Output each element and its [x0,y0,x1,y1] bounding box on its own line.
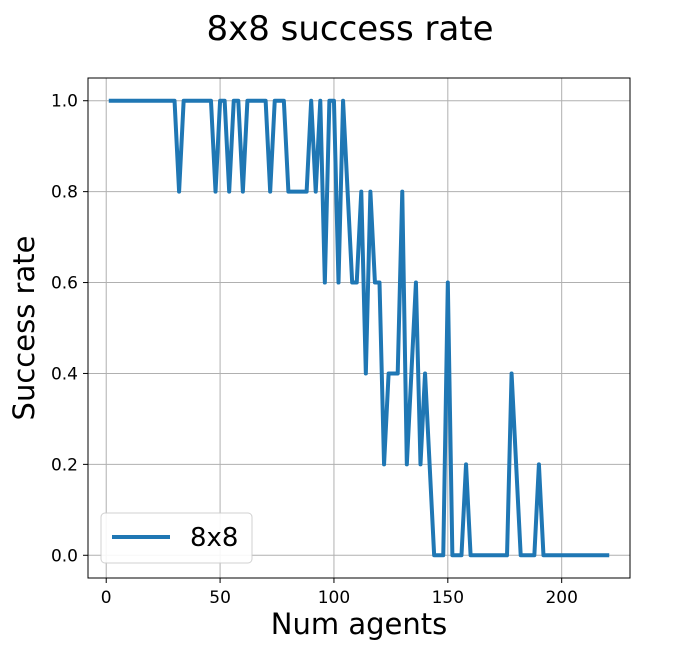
y-tick-label: 0.2 [51,455,78,475]
series-layer [108,98,610,558]
legend-label: 8x8 [190,523,238,553]
x-tick-label: 200 [545,588,577,608]
chart-title: 8x8 success rate [206,9,493,49]
y-axis: 0.0 0.2 0.4 0.6 0.8 1.0 [51,92,88,566]
legend-box [100,512,253,564]
x-tick-label: 150 [432,588,464,608]
x-axis: 0 50 100 150 200 [101,578,578,608]
y-tick-label: 0.4 [51,364,78,384]
y-tick-label: 0.6 [51,274,78,294]
legend: 8x8 [100,512,253,564]
series-line-0 [108,98,610,558]
x-tick-label: 100 [318,588,350,608]
x-tick-label: 50 [209,588,231,608]
y-axis-label: Success rate [7,236,41,421]
y-tick-label: 0.8 [51,183,78,203]
y-tick-label: 1.0 [51,92,78,112]
x-tick-label: 0 [101,588,112,608]
x-axis-label: Num agents [271,607,447,641]
y-tick-label: 0.0 [51,546,78,566]
plot-frame [87,77,631,579]
